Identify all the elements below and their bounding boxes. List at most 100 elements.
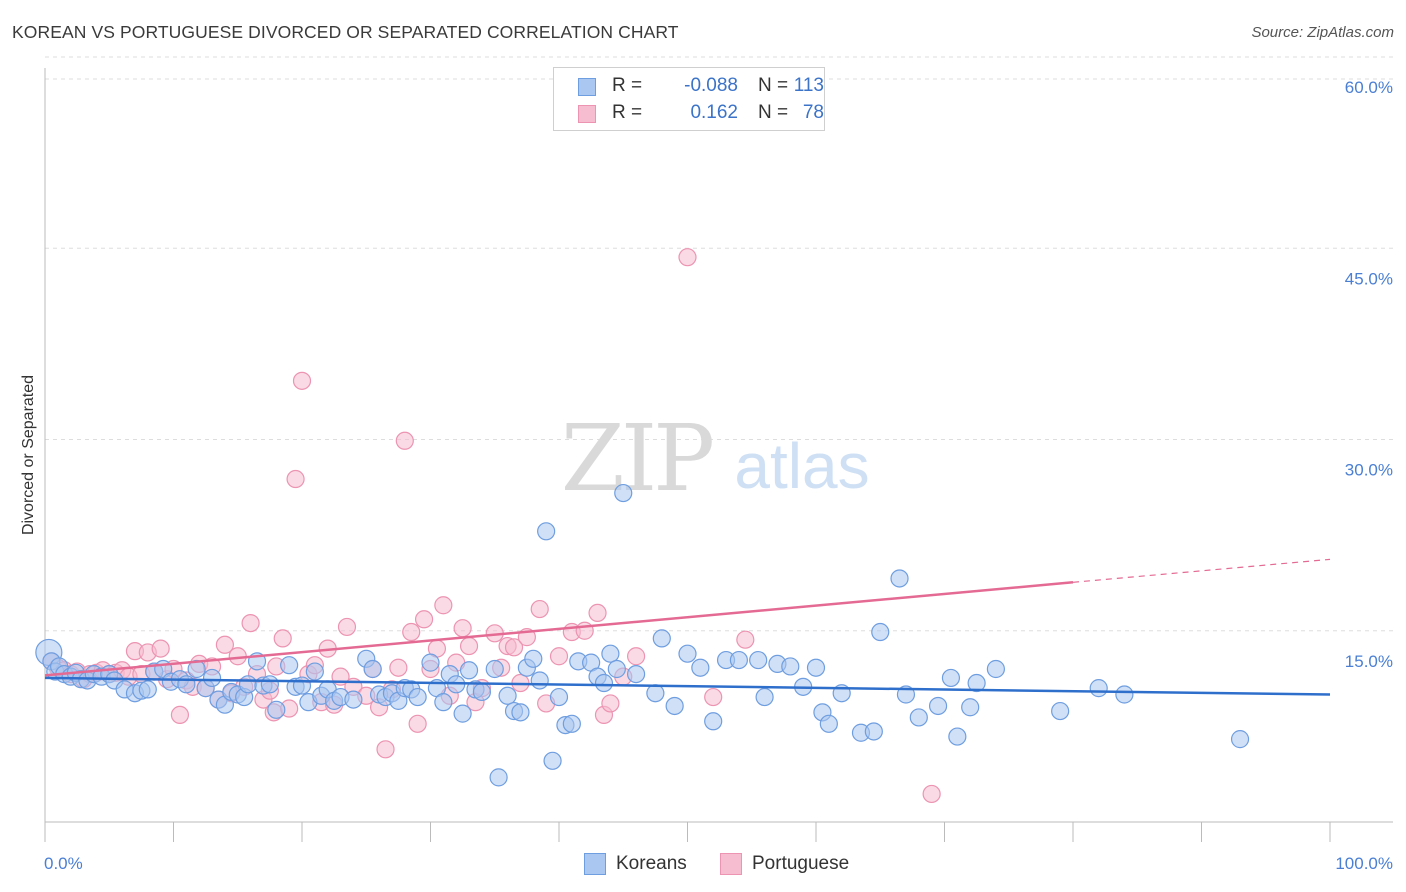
koreans-point[interactable] <box>986 659 1006 679</box>
portuguese-point[interactable] <box>601 694 620 713</box>
portuguese-point[interactable] <box>922 784 941 804</box>
koreans-point[interactable] <box>890 569 909 588</box>
koreans-point[interactable] <box>729 650 749 670</box>
koreans-point[interactable] <box>434 693 453 712</box>
koreans-point[interactable] <box>665 696 684 716</box>
koreans-point[interactable] <box>305 662 324 681</box>
koreans-point[interactable] <box>626 664 646 684</box>
koreans-label: Koreans <box>616 853 687 874</box>
portuguese-point[interactable] <box>286 469 305 489</box>
koreans-point[interactable] <box>511 703 530 722</box>
koreans-point[interactable] <box>363 659 382 679</box>
koreans-point[interactable] <box>489 768 508 787</box>
portuguese-point[interactable] <box>273 629 292 648</box>
koreans-point[interactable] <box>781 657 800 676</box>
koreans-point[interactable] <box>238 675 258 694</box>
koreans-point[interactable] <box>292 676 312 695</box>
y-axis-label: Divorced or Separated <box>20 375 37 535</box>
grid-lines <box>45 56 1393 632</box>
koreans-point[interactable] <box>344 690 363 709</box>
legend-r-label: R = <box>612 102 643 123</box>
koreans-point[interactable] <box>594 673 614 693</box>
legend-swatch-koreans <box>578 78 596 96</box>
koreans-point[interactable] <box>1115 685 1134 704</box>
koreans-point[interactable] <box>819 714 838 733</box>
koreans-point[interactable] <box>691 658 710 677</box>
koreans-point[interactable] <box>646 684 665 703</box>
koreans-point[interactable] <box>453 704 472 723</box>
portuguese-point[interactable] <box>459 636 479 656</box>
koreans-point[interactable] <box>948 727 967 746</box>
koreans-point[interactable] <box>806 658 826 677</box>
portuguese-point[interactable] <box>434 596 453 615</box>
portuguese-point[interactable] <box>626 647 646 666</box>
koreans-point[interactable] <box>1089 679 1108 698</box>
koreans-point[interactable] <box>755 687 774 707</box>
portuguese-point[interactable] <box>376 740 395 759</box>
koreans-point[interactable] <box>524 649 543 668</box>
koreans-point[interactable] <box>267 700 286 719</box>
koreans-point[interactable] <box>1230 730 1250 749</box>
y-tick-label: 45.0% <box>1345 269 1393 288</box>
koreans-point[interactable] <box>498 686 517 705</box>
portuguese-point[interactable] <box>395 431 414 450</box>
koreans-point[interactable] <box>678 644 697 663</box>
koreans-point[interactable] <box>260 675 279 694</box>
koreans-point[interactable] <box>562 714 581 733</box>
koreans-point[interactable] <box>543 751 562 770</box>
koreans-point[interactable] <box>408 687 427 707</box>
koreans-point[interactable] <box>928 696 948 716</box>
portuguese-point[interactable] <box>736 630 755 649</box>
portuguese-point[interactable] <box>241 613 260 633</box>
koreans-point[interactable] <box>537 522 556 541</box>
portuguese-point[interactable] <box>530 599 549 619</box>
koreans-point[interactable] <box>909 708 928 727</box>
x-tick-label-max: 100.0% <box>1335 854 1393 873</box>
portuguese-point[interactable] <box>402 622 421 642</box>
portuguese-point[interactable] <box>453 619 472 638</box>
portuguese-points <box>42 248 941 804</box>
portuguese-point[interactable] <box>170 705 190 725</box>
portuguese-trend-extension <box>1072 558 1331 583</box>
portuguese-point[interactable] <box>549 647 569 666</box>
portuguese-point[interactable] <box>337 617 357 637</box>
koreans-point[interactable] <box>459 661 479 680</box>
koreans-points <box>35 483 1250 787</box>
portuguese-point[interactable] <box>588 603 607 623</box>
koreans-trend-line <box>44 676 1331 696</box>
koreans-point[interactable] <box>138 680 157 699</box>
koreans-point[interactable] <box>967 673 986 693</box>
portuguese-point[interactable] <box>151 639 170 658</box>
koreans-point[interactable] <box>941 668 961 688</box>
koreans-point[interactable] <box>472 682 491 702</box>
koreans-point[interactable] <box>485 659 504 679</box>
koreans-point[interactable] <box>601 644 620 663</box>
koreans-point[interactable] <box>749 650 768 670</box>
koreans-point[interactable] <box>652 629 671 648</box>
portuguese-point[interactable] <box>678 248 697 267</box>
legend-r-value: 0.162 <box>690 102 738 123</box>
portuguese-point[interactable] <box>389 658 408 677</box>
koreans-point[interactable] <box>280 656 299 675</box>
portuguese-point[interactable] <box>292 371 312 390</box>
portuguese-point[interactable] <box>704 687 723 707</box>
koreans-point[interactable] <box>704 712 723 731</box>
portuguese-point[interactable] <box>215 635 234 654</box>
koreans-point[interactable] <box>614 483 633 503</box>
koreans-point[interactable] <box>607 659 626 679</box>
koreans-point[interactable] <box>421 653 440 672</box>
koreans-point[interactable] <box>202 668 222 688</box>
y-tick-label: 30.0% <box>1345 461 1393 480</box>
koreans-point[interactable] <box>871 622 890 642</box>
series-legend: Koreans Portuguese <box>0 852 1406 878</box>
koreans-point[interactable] <box>177 675 196 694</box>
portuguese-point[interactable] <box>504 638 524 657</box>
koreans-point[interactable] <box>864 722 883 741</box>
koreans-point[interactable] <box>549 687 569 707</box>
koreans-point[interactable] <box>1051 701 1070 721</box>
koreans-point[interactable] <box>530 671 549 690</box>
portuguese-point[interactable] <box>408 714 427 733</box>
koreans-point[interactable] <box>961 698 980 717</box>
portuguese-point[interactable] <box>414 610 434 629</box>
